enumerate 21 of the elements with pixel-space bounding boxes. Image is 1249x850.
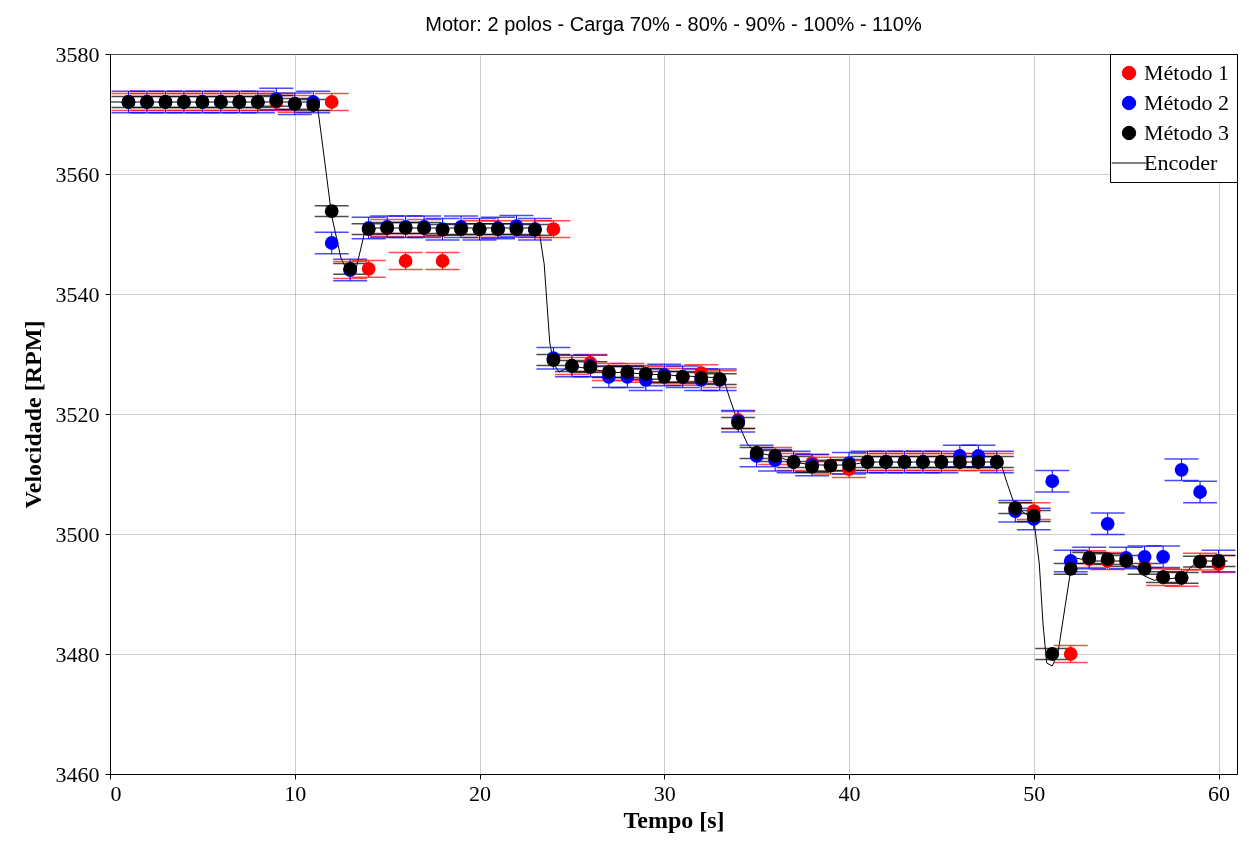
x-tick-label: 0 — [110, 780, 122, 806]
y-tick-label: 3480 — [55, 641, 100, 667]
legend-label: Método 3 — [1144, 120, 1229, 145]
legend-label: Método 2 — [1144, 90, 1229, 115]
y-axis-title: Velocidade [RPM] — [19, 320, 46, 509]
x-tick-label: 60 — [1208, 780, 1231, 806]
x-tick-label: 30 — [653, 780, 676, 806]
legend-label: Método 1 — [1144, 60, 1229, 85]
y-tick-label: 3520 — [55, 401, 100, 427]
x-tick-label: 10 — [284, 780, 307, 806]
y-tick-label: 3540 — [55, 281, 100, 307]
y-tick-label: 3580 — [55, 41, 100, 67]
x-axis-title: Tempo [s] — [623, 806, 725, 833]
y-tick-label: 3500 — [55, 521, 100, 547]
legend-label: Encoder — [1144, 150, 1218, 175]
y-tick-label: 3460 — [55, 761, 100, 787]
y-tick-label: 3560 — [55, 161, 100, 187]
x-tick-label: 50 — [1023, 780, 1046, 806]
chart-title: Motor: 2 polos - Carga 70% - 80% - 90% - 100% - 110% — [425, 13, 922, 35]
x-tick-label: 20 — [469, 780, 492, 806]
x-tick-label: 40 — [838, 780, 861, 806]
